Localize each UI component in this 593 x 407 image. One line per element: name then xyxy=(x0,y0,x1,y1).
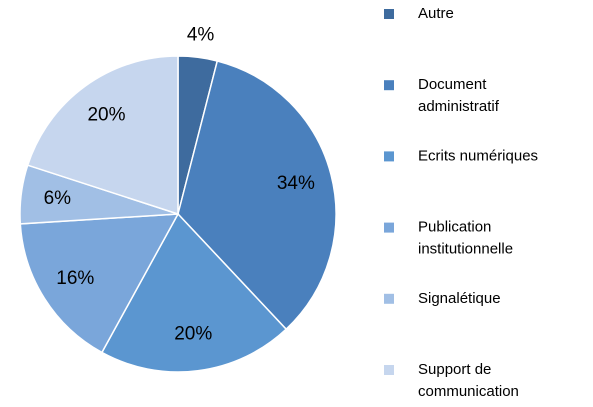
legend-swatch xyxy=(384,80,394,91)
legend-swatch xyxy=(384,9,394,19)
legend-label: Publication institutionnelle xyxy=(418,219,513,258)
legend-swatch xyxy=(384,151,394,162)
data-label: 20% xyxy=(174,324,212,345)
legend-label: Document administratif xyxy=(418,76,500,115)
pie-slice xyxy=(177,60,337,331)
pie-slice xyxy=(100,212,288,373)
pie-slice xyxy=(19,213,180,354)
legend-label: Autre xyxy=(418,5,454,22)
legend-label: Ecrits numériques xyxy=(418,147,538,164)
data-label: 34% xyxy=(277,173,315,194)
legend-label: Signalétique xyxy=(418,290,501,307)
legend-swatch xyxy=(384,222,394,233)
pie-slice xyxy=(26,55,179,216)
data-label: 20% xyxy=(87,105,125,126)
data-label: 6% xyxy=(44,188,72,209)
legend-label: Support de communication xyxy=(418,361,519,400)
legend-swatch xyxy=(384,365,394,375)
data-label: 4% xyxy=(187,24,215,45)
legend-swatch xyxy=(384,293,394,304)
data-label: 16% xyxy=(56,268,94,289)
